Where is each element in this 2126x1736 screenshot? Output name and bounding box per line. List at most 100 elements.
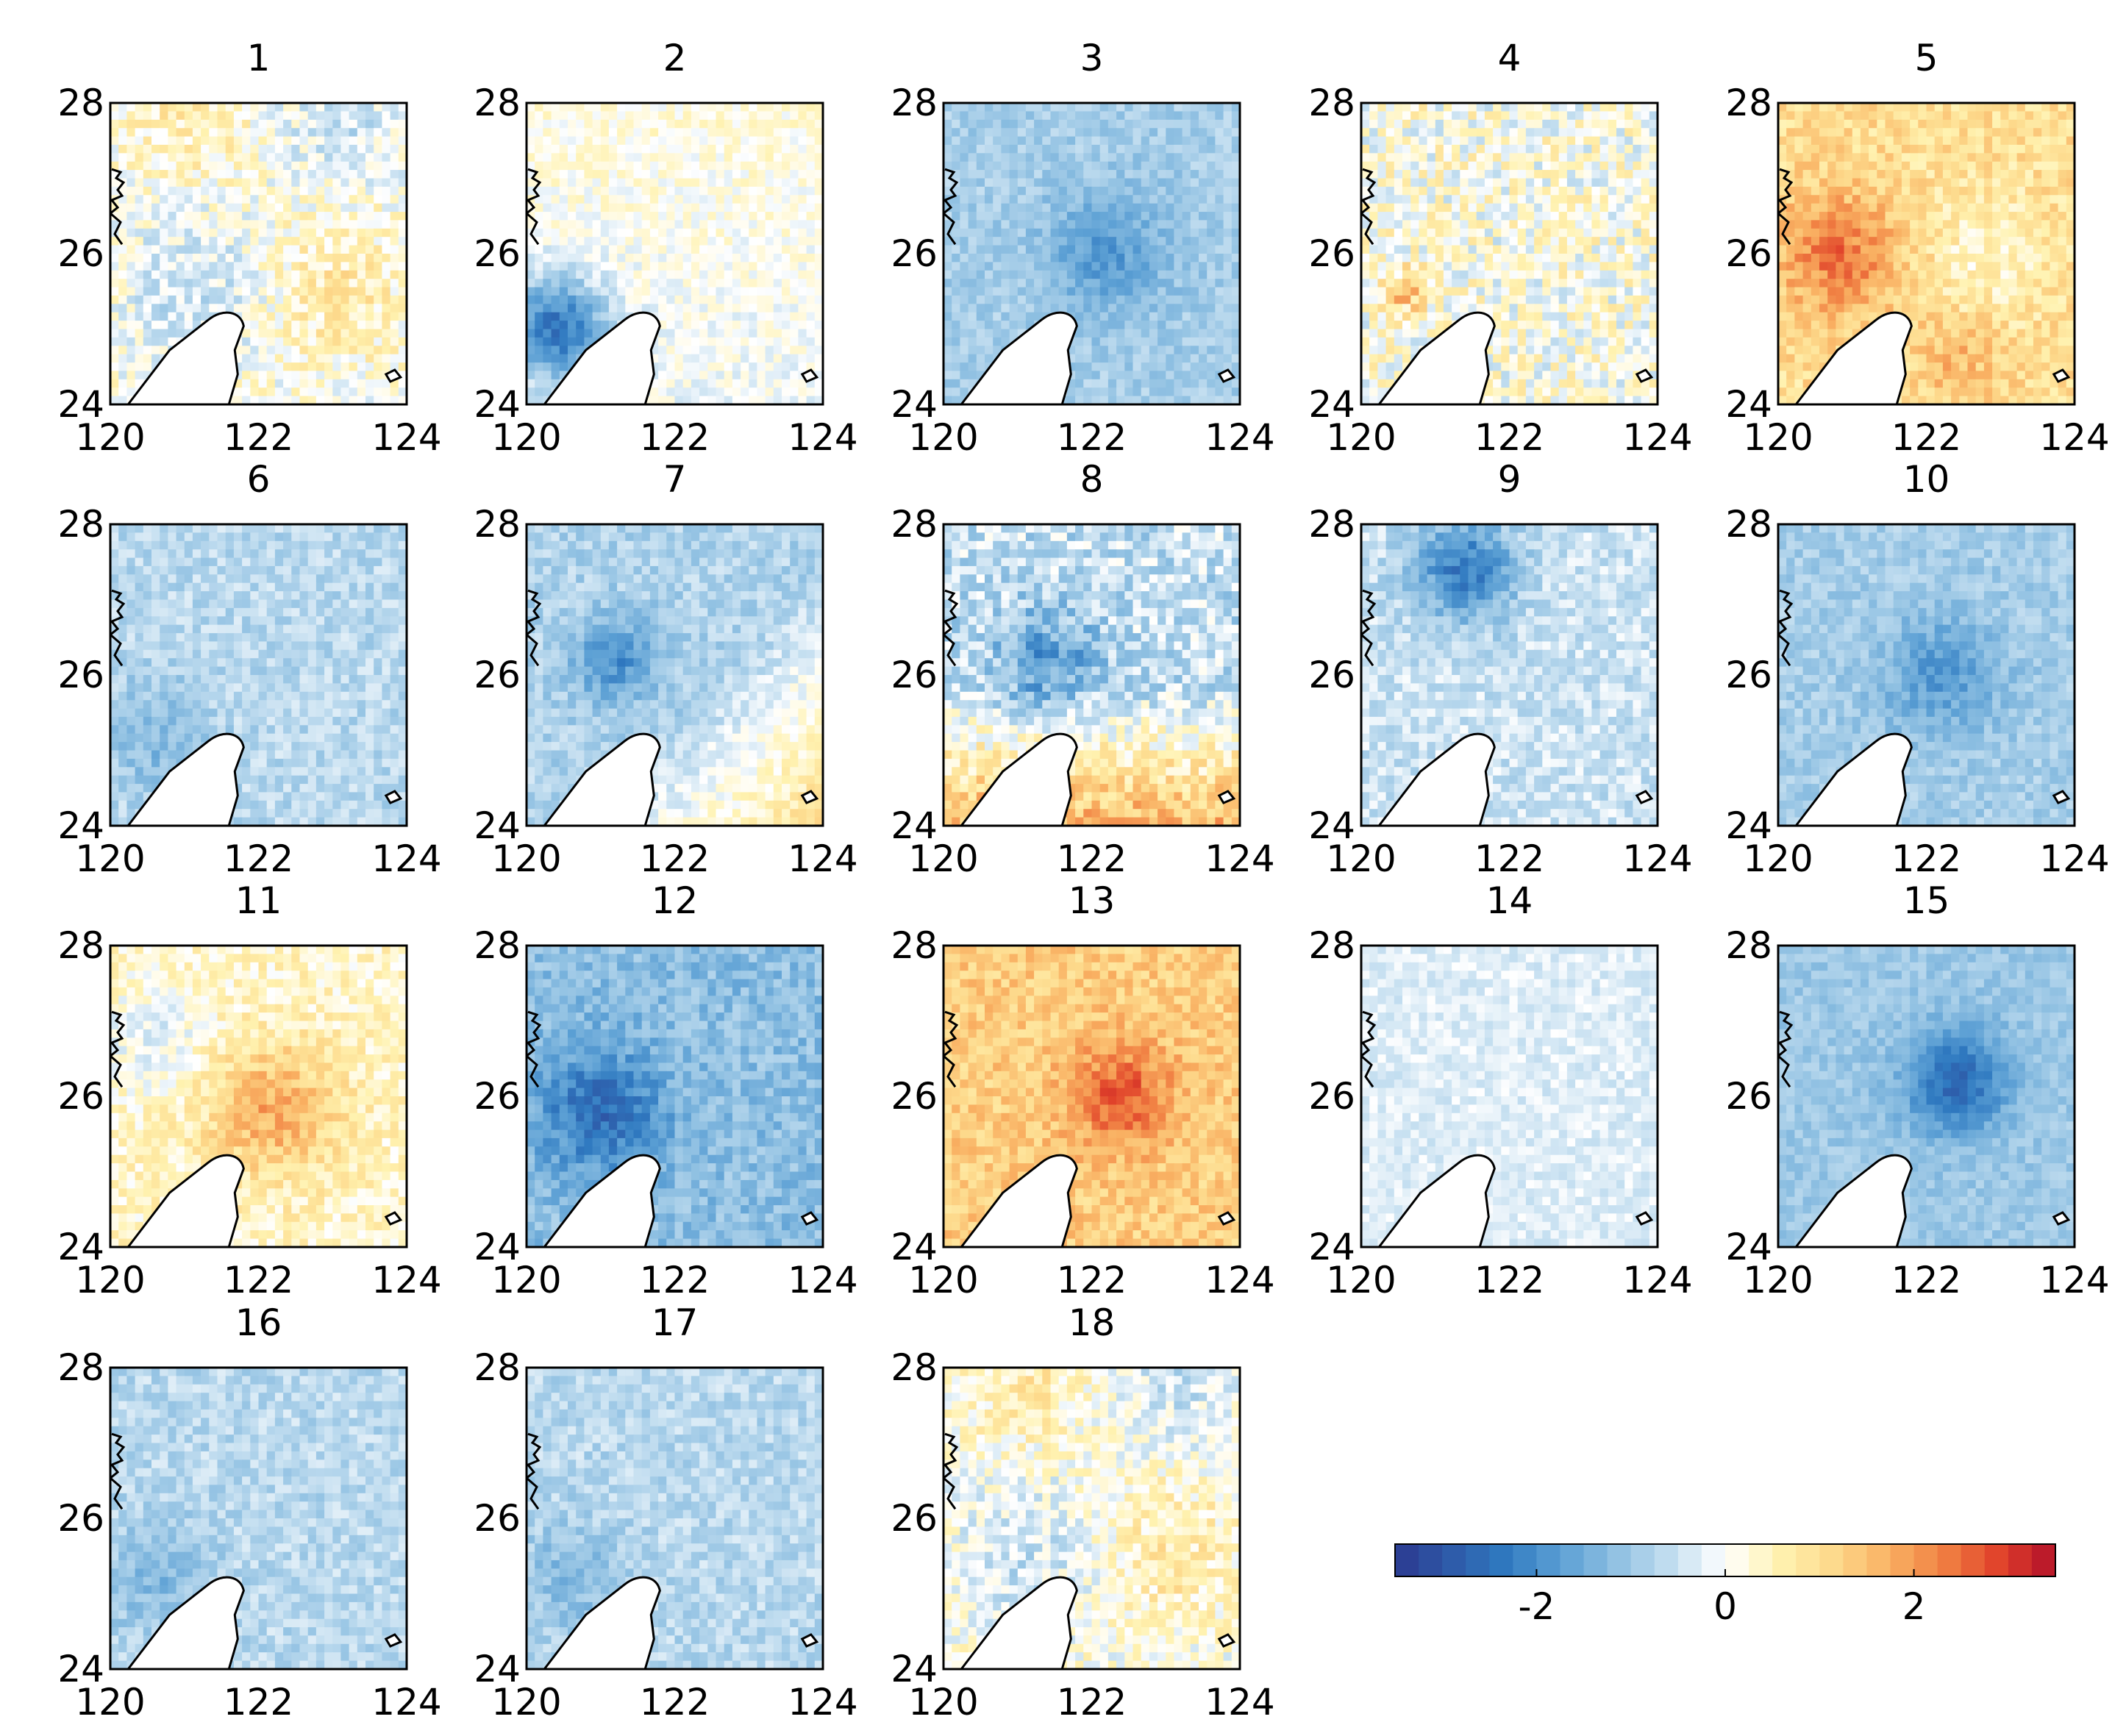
coastline-mainland (1778, 168, 1794, 246)
coastline-mainland (527, 1010, 542, 1088)
y-tick-label: 26 (891, 232, 938, 275)
colorbar-segment (1466, 1544, 1491, 1576)
map-frame (109, 101, 408, 406)
anomaly-field (1778, 103, 2075, 404)
anomaly-field (1361, 103, 1658, 404)
y-tick-label: 28 (57, 924, 104, 967)
island-outline (1635, 1211, 1654, 1226)
x-tick-label: 122 (640, 1259, 710, 1301)
x-tick-label: 124 (371, 837, 441, 880)
map-frame (1360, 944, 1659, 1249)
y-tick-label: 26 (57, 232, 104, 275)
colorbar-segment (1796, 1544, 1821, 1576)
y-tick-label: 26 (1308, 232, 1355, 275)
y-tick-label: 28 (57, 1346, 104, 1389)
y-tick-label: 26 (1308, 1075, 1355, 1118)
colorbar-segment (1677, 1544, 1702, 1576)
colorbar-segment (1701, 1544, 1726, 1576)
anomaly-field (1361, 524, 1658, 826)
colorbar-segment (1442, 1544, 1466, 1576)
panel-title: 2 (663, 37, 687, 79)
x-tick-label: 122 (640, 416, 710, 459)
x-tick-label: 120 (75, 837, 145, 880)
anomaly-field (943, 946, 1240, 1247)
map-frame (942, 944, 1241, 1249)
y-tick-label: 24 (891, 804, 938, 847)
colorbar: -2 0 2 (1394, 1543, 2056, 1628)
y-tick-label: 24 (57, 1226, 104, 1268)
colorbar-tick-label: 2 (1902, 1585, 1926, 1628)
panel-title: 5 (1915, 37, 1938, 79)
x-tick-label: 124 (2039, 416, 2109, 459)
x-tick-label: 122 (640, 1681, 710, 1724)
coastline-taiwan (1794, 1154, 1913, 1247)
y-tick-label: 28 (57, 503, 104, 546)
x-tick-label: 124 (371, 1681, 441, 1724)
x-tick-label: 124 (2039, 1259, 2109, 1301)
panel-title: 9 (1498, 458, 1522, 501)
anomaly-field (1361, 946, 1658, 1247)
island-outline (384, 368, 403, 383)
coastline-mainland (1778, 589, 1794, 667)
island-outline (800, 1211, 819, 1226)
x-tick-label: 124 (371, 1259, 441, 1301)
island-outline (1635, 790, 1654, 804)
map-frame (942, 1366, 1241, 1671)
colorbar-segment (1419, 1544, 1443, 1576)
x-tick-label: 124 (1205, 1681, 1274, 1724)
x-tick-label: 124 (1205, 1259, 1274, 1301)
colorbar-segment (1749, 1544, 1773, 1576)
x-tick-label: 124 (788, 837, 857, 880)
y-tick-label: 26 (474, 1075, 521, 1118)
x-tick-label: 120 (75, 1681, 145, 1724)
coastline-taiwan (1377, 1154, 1496, 1247)
island-outline (1635, 368, 1654, 383)
x-tick-label: 120 (491, 1681, 561, 1724)
anomaly-field (527, 103, 823, 404)
y-tick-label: 26 (891, 1497, 938, 1540)
x-tick-label: 120 (75, 416, 145, 459)
y-tick-label: 28 (57, 82, 104, 124)
colorbar-segment (1607, 1544, 1632, 1576)
panel-title: 6 (247, 458, 271, 501)
coastline-taiwan (1794, 311, 1913, 404)
y-tick-label: 26 (474, 232, 521, 275)
colorbar-segment (1890, 1544, 1915, 1576)
coastline-mainland (527, 168, 542, 246)
y-tick-label: 28 (1308, 924, 1355, 967)
colorbar-segment (2031, 1544, 2056, 1576)
coastline-mainland (943, 168, 959, 246)
x-tick-label: 124 (371, 416, 441, 459)
anomaly-field (943, 524, 1240, 826)
coastline-taiwan (960, 1154, 1078, 1247)
x-tick-label: 120 (1326, 1259, 1396, 1301)
coastline-mainland (943, 1010, 959, 1088)
y-tick-label: 24 (891, 383, 938, 426)
coastline-mainland (1778, 1010, 1794, 1088)
island-outline (800, 1633, 819, 1648)
coastline-taiwan (1377, 732, 1496, 826)
anomaly-field (1778, 524, 2075, 826)
island-outline (800, 368, 819, 383)
colorbar-segment (1583, 1544, 1608, 1576)
x-tick-label: 120 (1326, 837, 1396, 880)
y-tick-label: 26 (474, 1497, 521, 1540)
y-tick-label: 24 (1308, 804, 1355, 847)
x-tick-label: 124 (1622, 837, 1692, 880)
panel-title: 4 (1498, 37, 1522, 79)
panel-title: 18 (1069, 1301, 1116, 1344)
coastline-taiwan (126, 732, 245, 826)
anomaly-field (110, 1368, 407, 1669)
x-tick-label: 122 (1057, 416, 1127, 459)
